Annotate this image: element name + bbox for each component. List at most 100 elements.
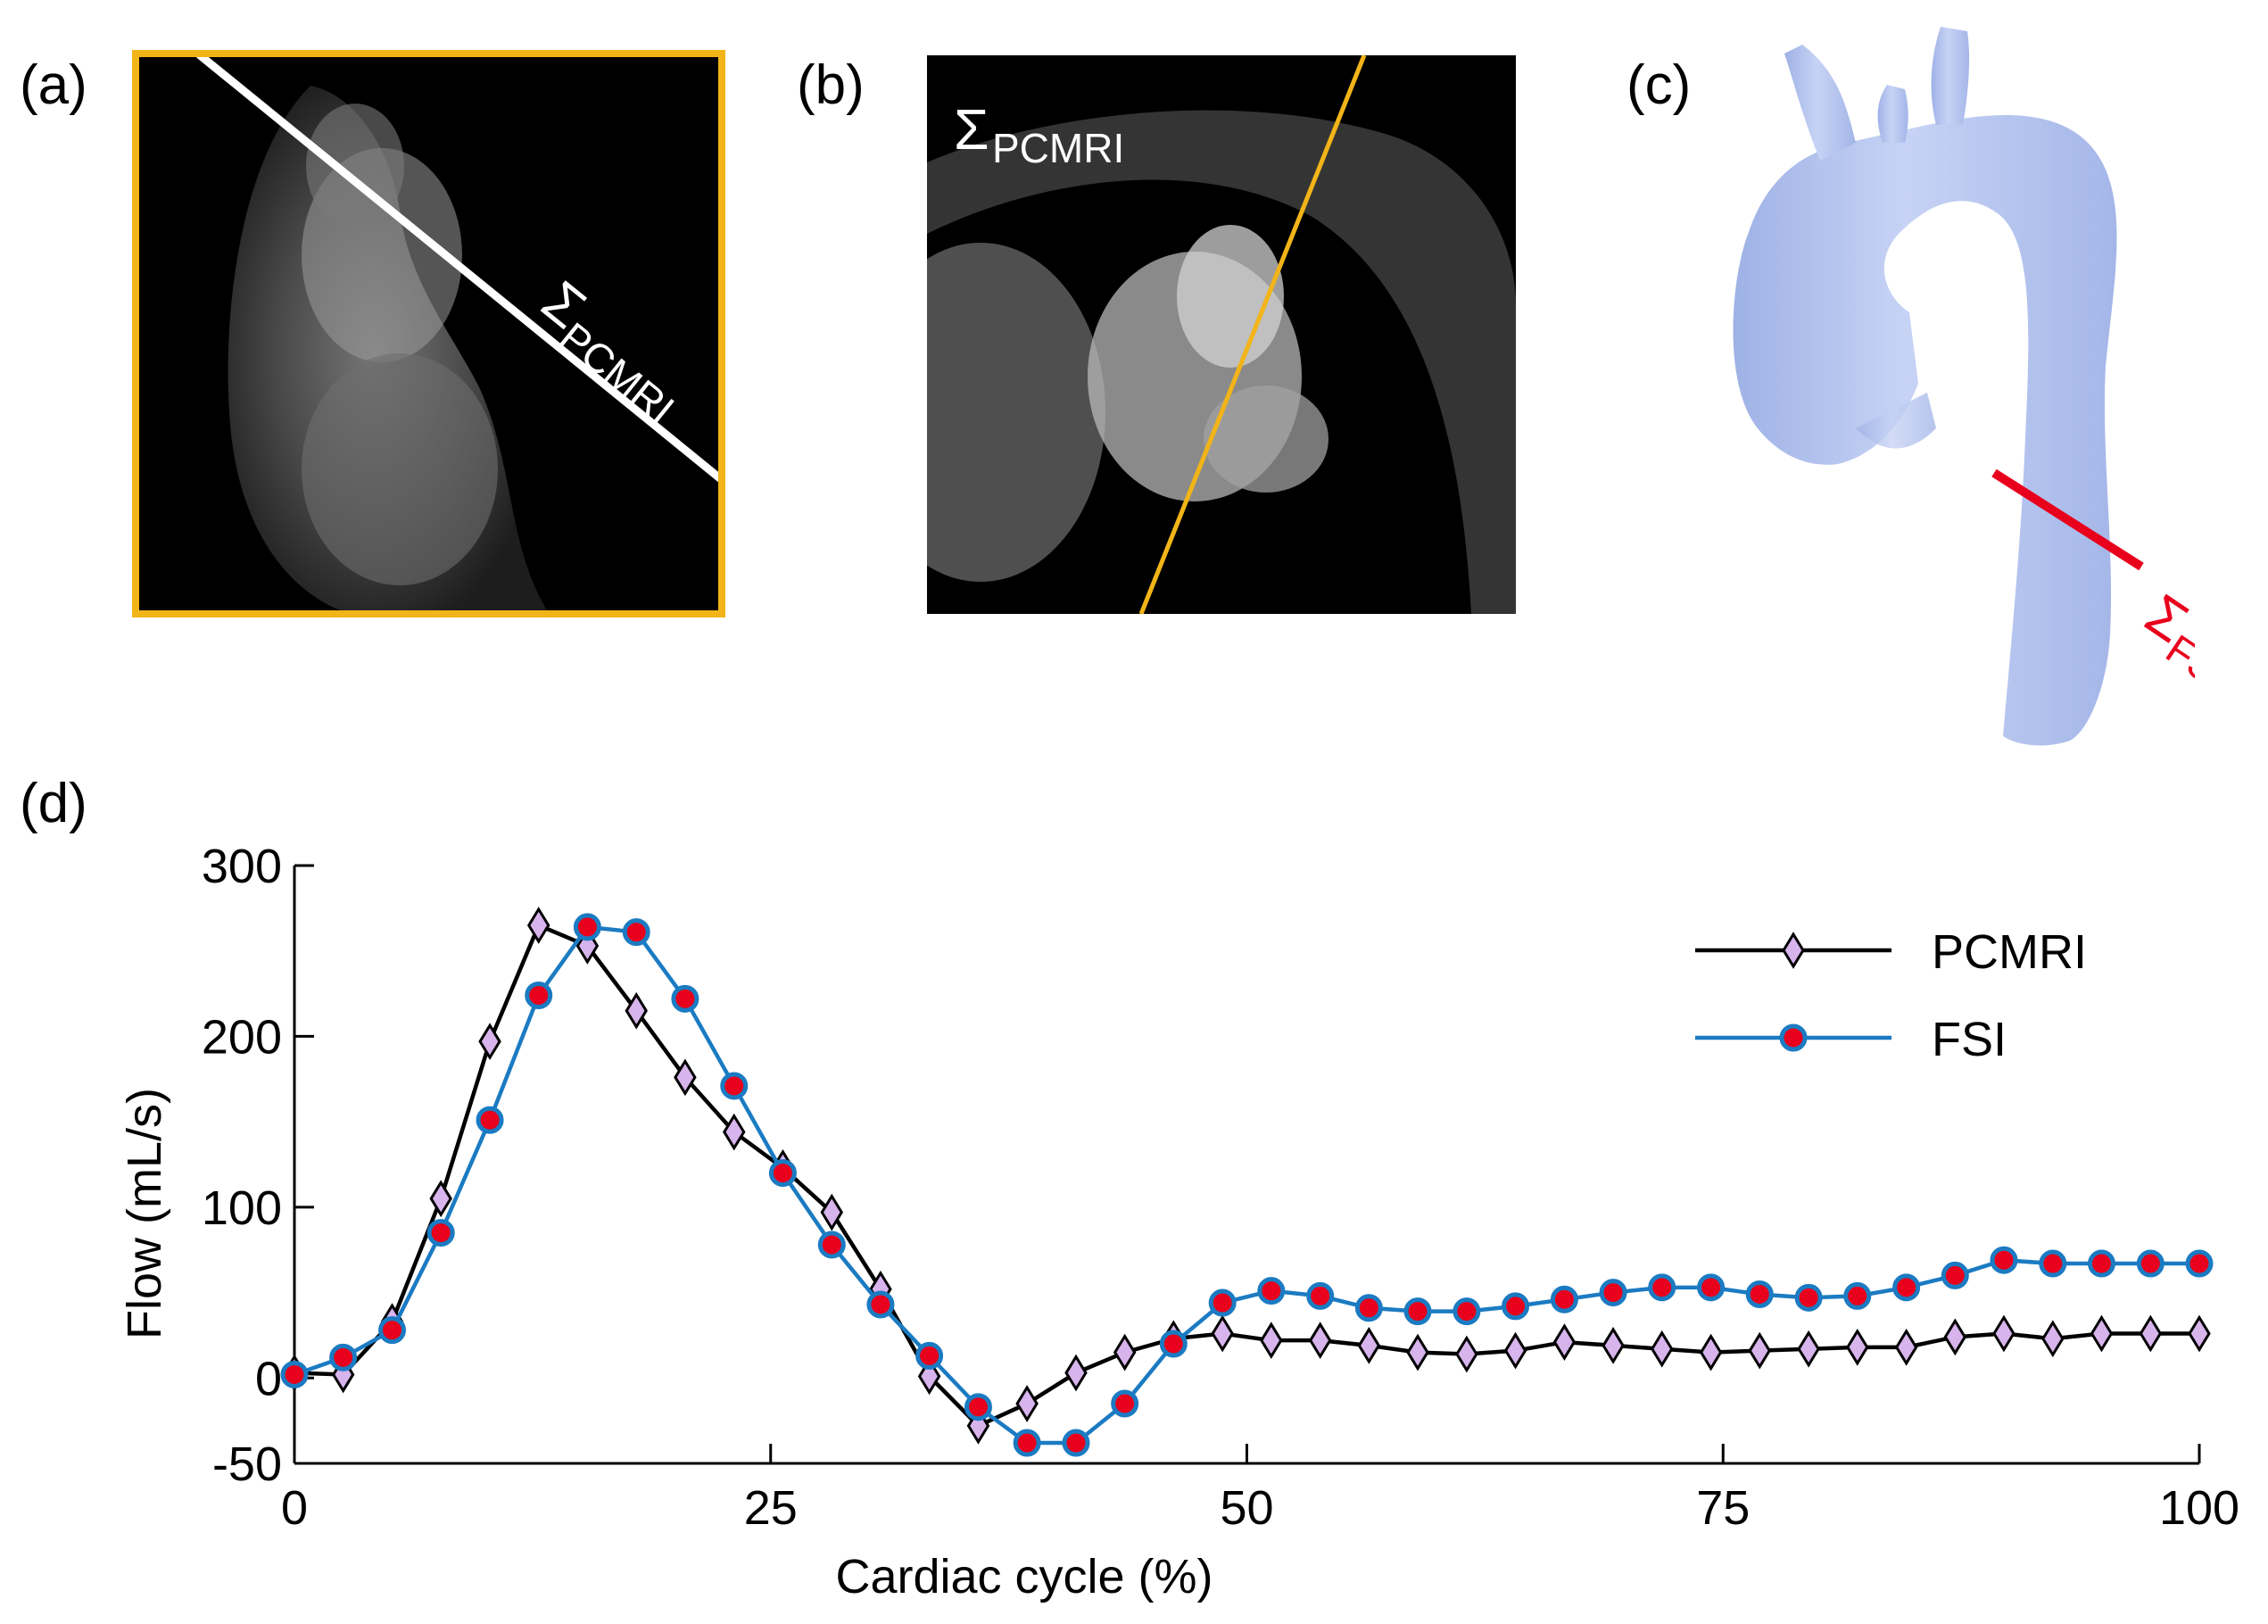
data-point bbox=[622, 918, 650, 947]
orange-frame bbox=[132, 50, 725, 617]
data-point bbox=[1260, 1322, 1283, 1360]
data-point bbox=[625, 991, 648, 1030]
chart-legend: PCMRI FSI bbox=[1695, 925, 2087, 1066]
legend-item-fsi: FSI bbox=[1695, 1013, 2007, 1066]
data-point bbox=[1648, 1273, 1676, 1302]
data-point bbox=[1455, 1335, 1478, 1373]
data-point bbox=[1892, 1273, 1921, 1302]
data-point bbox=[1748, 1331, 1771, 1370]
data-point bbox=[2090, 1314, 2114, 1353]
data-point bbox=[1354, 1294, 1383, 1322]
data-point bbox=[476, 1106, 504, 1134]
data-point bbox=[1211, 1314, 1234, 1353]
data-point bbox=[526, 907, 550, 944]
legend-label: PCMRI bbox=[1932, 925, 2087, 979]
data-point bbox=[429, 1180, 452, 1218]
data-point bbox=[525, 981, 553, 1009]
aorta-model: Σ FSI bbox=[1695, 9, 2195, 758]
panel-label-b: (b) bbox=[797, 54, 865, 116]
data-point bbox=[723, 1113, 746, 1151]
data-point bbox=[964, 1393, 992, 1421]
data-point bbox=[1602, 1327, 1625, 1364]
data-point bbox=[1403, 1297, 1432, 1326]
x-tick-label: 50 bbox=[1220, 1481, 1273, 1535]
chart-series bbox=[280, 907, 2214, 1457]
data-point bbox=[1208, 1288, 1237, 1317]
y-tick-label: 300 bbox=[202, 840, 282, 893]
data-point bbox=[720, 1072, 749, 1100]
data-point bbox=[1697, 1273, 1726, 1302]
legend-marker bbox=[1782, 932, 1805, 969]
y-axis-label: Flow (mL/s) bbox=[118, 1088, 171, 1339]
fsi-plane-line bbox=[1991, 468, 2144, 571]
panel-label-a: (a) bbox=[20, 54, 87, 116]
pcmri-plane-line bbox=[1138, 55, 1367, 614]
series-fsi bbox=[280, 913, 2214, 1457]
data-point bbox=[1015, 1385, 1039, 1422]
axial-mri-image: Σ PCMRI bbox=[927, 55, 1516, 614]
data-point bbox=[915, 1341, 944, 1370]
data-point bbox=[378, 1316, 407, 1345]
legend-label: FSI bbox=[1932, 1013, 2007, 1066]
data-point bbox=[768, 1159, 797, 1188]
x-axis-label: Cardiac cycle (%) bbox=[835, 1550, 1213, 1603]
data-point bbox=[820, 1193, 844, 1231]
data-point bbox=[329, 1343, 358, 1371]
data-point bbox=[1943, 1318, 1967, 1356]
data-point bbox=[1894, 1328, 1918, 1366]
data-point bbox=[1797, 1330, 1820, 1368]
panel-label-d: (d) bbox=[20, 773, 87, 834]
pcmri-plane-line bbox=[196, 51, 725, 486]
y-tick-label: 200 bbox=[202, 1010, 282, 1064]
series-line bbox=[294, 923, 2199, 1429]
data-point bbox=[1699, 1333, 1723, 1371]
data-point bbox=[1503, 1331, 1527, 1370]
data-point bbox=[1990, 1246, 2018, 1274]
x-tick-label: 100 bbox=[2159, 1481, 2239, 1535]
data-point bbox=[573, 913, 601, 941]
sigma-pcmri-label-b: Σ bbox=[954, 97, 989, 162]
data-point bbox=[1453, 1297, 1481, 1326]
data-point bbox=[1599, 1279, 1627, 1307]
legend-item-pcmri: PCMRI bbox=[1695, 925, 2087, 979]
data-point bbox=[817, 1230, 846, 1259]
data-point bbox=[1992, 1314, 2016, 1353]
data-point bbox=[1357, 1327, 1381, 1364]
data-point bbox=[674, 1058, 697, 1097]
data-point bbox=[1308, 1322, 1332, 1360]
y-tick-label: -50 bbox=[212, 1438, 282, 1491]
data-point bbox=[1257, 1277, 1286, 1305]
data-point bbox=[1941, 1261, 1969, 1289]
data-point bbox=[2041, 1320, 2065, 1358]
series-line bbox=[294, 924, 2199, 1446]
data-point bbox=[1013, 1429, 1041, 1457]
data-point bbox=[1745, 1280, 1774, 1308]
data-point bbox=[1843, 1281, 1872, 1310]
sagittal-mri-image: Σ PCMRI bbox=[132, 50, 725, 617]
data-point bbox=[1159, 1330, 1188, 1358]
data-point bbox=[1064, 1354, 1088, 1392]
x-tick-label: 0 bbox=[281, 1481, 308, 1535]
y-tick-label: 0 bbox=[255, 1352, 282, 1405]
data-point bbox=[1650, 1330, 1674, 1368]
data-point bbox=[478, 1023, 501, 1061]
data-point bbox=[1552, 1323, 1577, 1361]
data-point bbox=[1406, 1333, 1429, 1371]
data-point bbox=[2185, 1249, 2214, 1278]
flow-chart: 0 25 50 75 100 -50 0 100 200 300 PCMRI FSI Cardiac… bbox=[0, 803, 2268, 1620]
sigma-pcmri-sub-b: PCMRI bbox=[992, 125, 1124, 171]
data-point bbox=[2136, 1249, 2165, 1278]
data-point bbox=[1111, 1389, 1139, 1418]
data-point bbox=[2139, 1314, 2163, 1353]
data-point bbox=[1306, 1281, 1335, 1310]
data-point bbox=[866, 1290, 895, 1319]
legend-marker bbox=[1779, 1023, 1808, 1052]
x-tick-label: 25 bbox=[744, 1481, 798, 1535]
data-point bbox=[280, 1360, 309, 1388]
y-tick-label: 100 bbox=[202, 1181, 282, 1235]
data-point bbox=[426, 1219, 455, 1247]
x-tick-label: 75 bbox=[1696, 1481, 1750, 1535]
data-point bbox=[1062, 1429, 1090, 1457]
data-point bbox=[2087, 1249, 2115, 1278]
